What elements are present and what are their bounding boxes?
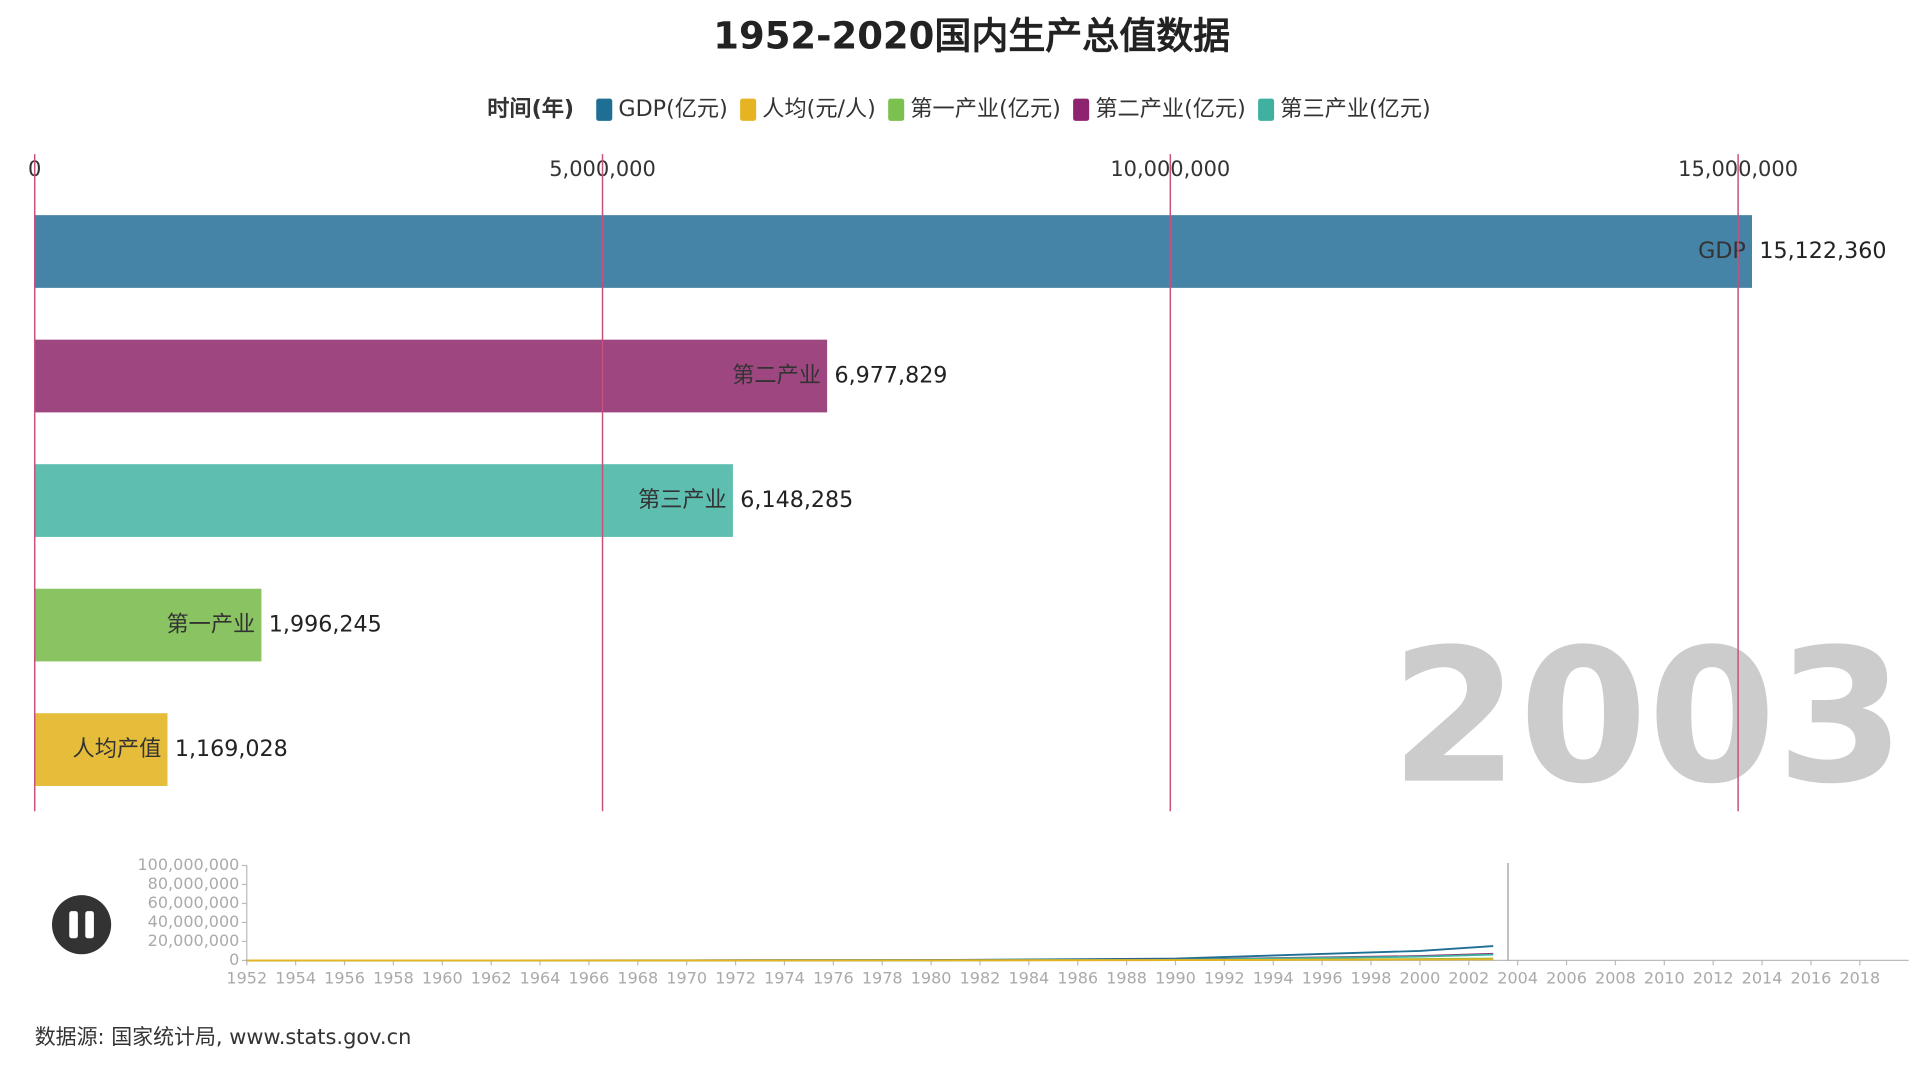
bar: [34, 713, 168, 786]
y-tick-label: 100,000,000: [137, 855, 239, 874]
y-tick-label: 60,000,000: [148, 893, 240, 912]
x-tick-label: 2016: [1791, 968, 1832, 987]
x-tick-label: 2008: [1595, 968, 1636, 987]
x-tick-label: 1966: [569, 968, 610, 987]
pause-bar[interactable]: [69, 911, 78, 939]
bar: [34, 464, 733, 537]
x-tick-label: 1956: [324, 968, 365, 987]
bar: [34, 588, 262, 662]
legend-label: 第二产业(亿元): [1095, 96, 1245, 122]
bar: [34, 339, 828, 413]
value-label: 15,122,360: [1759, 238, 1886, 264]
x-tick-label: 1960: [422, 968, 463, 987]
x-tick-label: 1972: [715, 968, 756, 987]
x-tick-label: 1962: [471, 968, 512, 987]
x-tick-label: 1992: [1204, 968, 1245, 987]
value-label: 1,996,245: [269, 612, 382, 638]
x-tick-label: 1982: [960, 968, 1001, 987]
value-label: 6,977,829: [835, 363, 948, 389]
x-tick-label: 1996: [1302, 968, 1343, 987]
x-tick-label: 2002: [1448, 968, 1489, 987]
y-tick-label: 0: [229, 950, 239, 969]
x-tick-label: 1994: [1253, 968, 1294, 987]
legend-swatch: [1073, 98, 1090, 121]
legend-label: 第一产业(亿元): [910, 96, 1060, 122]
legend-label: GDP(亿元): [618, 96, 727, 122]
value-label: 6,148,285: [740, 487, 853, 513]
y-tick-label: 80,000,000: [148, 874, 240, 893]
legend-swatch: [888, 98, 905, 121]
source-note: 数据源: 国家统计局, www.stats.gov.cn: [35, 1025, 412, 1049]
x-tick-label: 1974: [764, 968, 805, 987]
legend-title: 时间(年): [487, 95, 574, 122]
x-tick-label: 1984: [1008, 968, 1049, 987]
legend-swatch: [1258, 98, 1275, 121]
x-tick-label: 1980: [911, 968, 952, 987]
bar: [34, 215, 1752, 288]
legend-label: 第三产业(亿元): [1280, 96, 1430, 122]
x-tick-label: 1954: [275, 968, 316, 987]
x-tick-label: 1986: [1057, 968, 1098, 987]
pause-bar[interactable]: [85, 911, 94, 939]
y-tick-label: 20,000,000: [148, 931, 240, 950]
bar-label: 第二产业: [732, 363, 821, 389]
x-tick-label: 1964: [520, 968, 561, 987]
x-tick-label: 1990: [1155, 968, 1196, 987]
x-tick-label: 2000: [1400, 968, 1441, 987]
x-tick-label: 1988: [1106, 968, 1147, 987]
x-tick-label: 2006: [1546, 968, 1587, 987]
legend-swatch: [740, 98, 757, 121]
bar-label: 第三产业: [638, 487, 727, 513]
legend-swatch: [596, 98, 613, 121]
x-tick-label: 1970: [666, 968, 707, 987]
x-tick-label: 1978: [862, 968, 903, 987]
chart-title: 1952-2020国内生产总值数据: [713, 15, 1230, 58]
bar-label: 第一产业: [167, 612, 256, 638]
pause-circle[interactable]: [51, 895, 112, 955]
x-tick-label: 1958: [373, 968, 414, 987]
x-tick-label: 2014: [1742, 968, 1783, 987]
x-tick-label: 1968: [617, 968, 658, 987]
x-tick-label: 2004: [1497, 968, 1538, 987]
timeline-line: [246, 958, 1494, 962]
x-tick-label: 1976: [813, 968, 854, 987]
pause-button[interactable]: [51, 895, 112, 955]
x-tick-label: 1998: [1351, 968, 1392, 987]
legend-label: 人均(元/人): [762, 96, 876, 122]
x-tick-label: 2010: [1644, 968, 1685, 987]
year-watermark: 2003: [1390, 609, 1905, 825]
x-tick-label: 2012: [1693, 968, 1734, 987]
value-label: 1,169,028: [175, 736, 288, 762]
x-tick-label: 1952: [226, 968, 267, 987]
bar-label: 人均产值: [73, 736, 162, 762]
x-tick-label: 2018: [1839, 968, 1880, 987]
y-tick-label: 40,000,000: [148, 912, 240, 931]
